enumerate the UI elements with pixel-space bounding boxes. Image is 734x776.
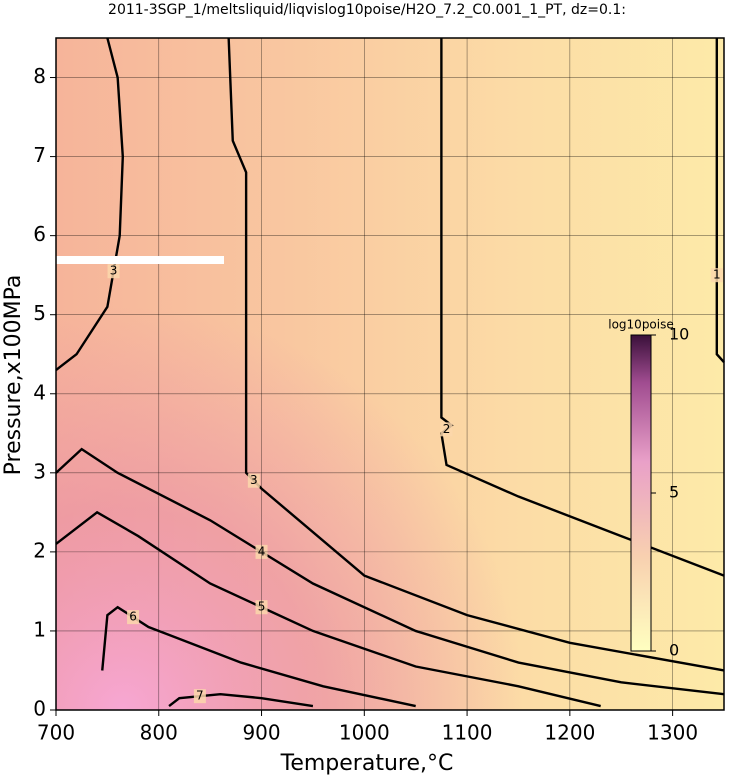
contour-label-bg [440,422,453,437]
contour-label-bg [247,473,260,488]
contour-line [101,605,416,708]
contour-label: 3 [250,473,258,487]
y-tick-label: 0 [33,697,46,721]
contour-label: 3 [110,264,118,278]
x-tick-label: 1200 [544,721,595,745]
y-tick-label: 1 [33,617,46,641]
y-tick-label: 2 [33,538,46,562]
y-axis-label: Pressure,x100MPa [1,275,26,476]
colorbar-label: log10poise [608,318,674,332]
contour-line [55,447,725,696]
x-tick-label: 800 [140,721,178,745]
contour-label-bg [127,610,140,625]
chart-title: 2011-3SGP_1/meltsliquid/liqvislog10poise… [108,2,626,18]
y-tick-label: 5 [33,301,46,325]
plot-frame [55,37,725,711]
colorbar-tick-label: 10 [669,325,689,344]
y-tick-label: 7 [33,143,46,167]
colorbar-tick-label: 5 [669,483,679,502]
contour-label: 1 [713,268,721,282]
x-tick-label: 1000 [339,721,390,745]
y-tick-label: 4 [33,380,46,404]
white-bar [56,256,224,264]
contour-label: 6 [129,610,137,624]
x-tick-label: 900 [242,721,280,745]
x-axis-label: Temperature,°C [280,751,454,776]
y-tick-label: 6 [33,222,46,246]
y-tick-label: 3 [33,459,46,483]
contour-label: 7 [196,689,204,703]
colorbar [630,334,652,652]
x-tick-label: 700 [37,721,75,745]
x-tick-label: 1100 [442,721,493,745]
contour-label-bg [107,264,120,279]
contour-line [168,692,314,708]
x-tick-label: 1300 [647,721,698,745]
colorbar-tick-label: 0 [669,641,679,660]
y-tick-label: 8 [33,64,46,88]
contour-label-bg [193,689,206,704]
contour-label: 2 [443,422,451,436]
contour-label-bg [710,268,723,283]
background [56,38,724,710]
